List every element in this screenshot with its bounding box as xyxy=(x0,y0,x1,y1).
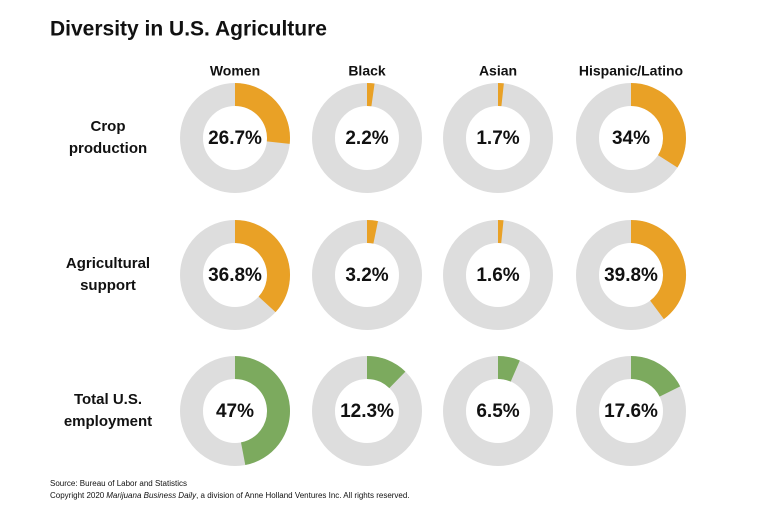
column-header: Women xyxy=(210,63,260,79)
row-label: Agricultural xyxy=(66,255,150,272)
donut-segment xyxy=(497,356,520,382)
value-label: 36.8% xyxy=(208,265,262,286)
value-label: 6.5% xyxy=(476,401,519,422)
copyright-text: Copyright 2020 xyxy=(50,491,105,500)
value-label: 3.2% xyxy=(345,265,388,286)
donut-segment xyxy=(366,356,406,389)
source: Source: Bureau of Labor and Statistics xyxy=(50,479,187,488)
donut-segment xyxy=(630,356,681,398)
value-label: 2.2% xyxy=(345,128,388,149)
value-label: 47% xyxy=(216,401,254,422)
donut-segment xyxy=(630,83,686,168)
row-label: production xyxy=(69,140,147,157)
value-label: 17.6% xyxy=(604,401,658,422)
value-label: 26.7% xyxy=(208,128,262,149)
value-label: 12.3% xyxy=(340,401,394,422)
donut-segment xyxy=(366,220,378,244)
value-label: 1.6% xyxy=(476,265,519,286)
copyright-publication: Marijuana Business Daily xyxy=(106,491,197,500)
donut-segment xyxy=(234,220,290,313)
column-header: Asian xyxy=(479,63,517,79)
copyright-text: , a division of Anne Holland Ventures In… xyxy=(196,491,409,500)
value-label: 34% xyxy=(612,128,650,149)
row-label: employment xyxy=(64,413,152,430)
value-label: 1.7% xyxy=(476,128,519,149)
donut-segment xyxy=(234,356,290,466)
row-label: Total U.S. xyxy=(74,391,142,408)
donut-segment xyxy=(234,83,290,144)
donut-segment xyxy=(630,220,686,320)
row-label: Crop xyxy=(91,118,126,135)
value-label: 39.8% xyxy=(604,265,658,286)
copyright: Copyright 2020 Marijuana Business Daily, … xyxy=(50,491,410,500)
column-header: Hispanic/Latino xyxy=(579,63,683,79)
column-header: Black xyxy=(348,63,386,79)
chart-title: Diversity in U.S. Agriculture xyxy=(50,18,327,41)
row-label: support xyxy=(80,277,136,294)
